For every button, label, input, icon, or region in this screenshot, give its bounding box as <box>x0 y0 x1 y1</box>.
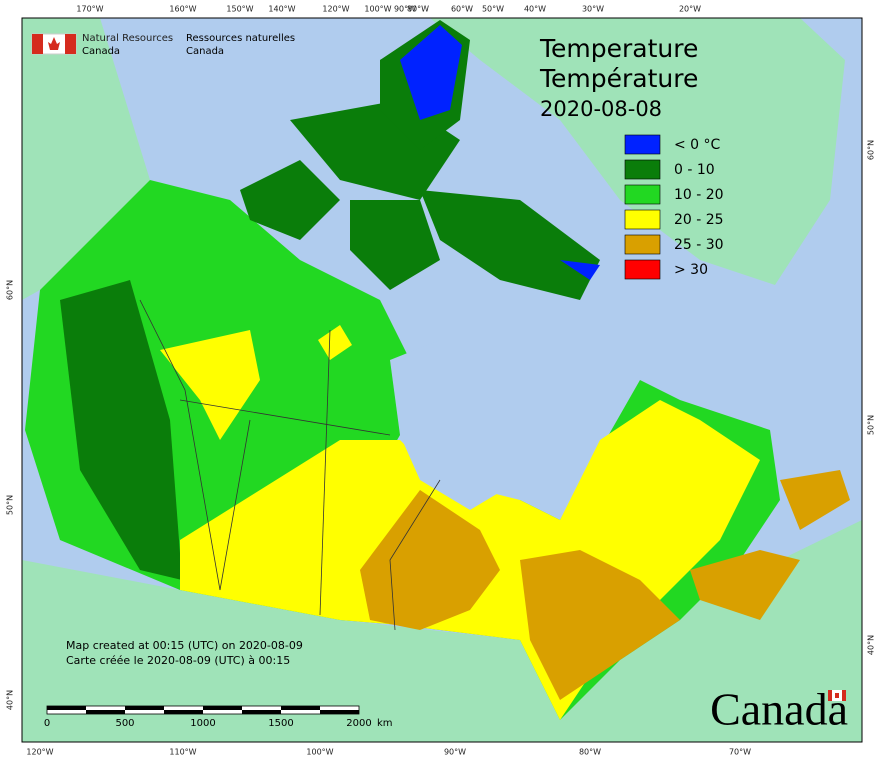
agency: Natural Resources <box>82 33 173 44</box>
agency: Canada <box>186 46 224 57</box>
footer: Carte créée le 2020-08-09 (UTC) à 00:15 <box>66 654 290 667</box>
legend-label: > 30 <box>674 262 708 278</box>
footer: Map created at 00:15 (UTC) on 2020-08-09 <box>66 639 303 652</box>
latitude-label: 40°N <box>6 690 15 710</box>
zone-25-30-newfoundland <box>780 470 850 530</box>
longitude-label: 50°W <box>482 5 504 14</box>
legend-label: 0 - 10 <box>674 162 715 178</box>
scale-bar-segment <box>281 706 320 710</box>
legend-swatch <box>624 184 661 205</box>
scale-bar: 0 500 1000 1500 2000 km <box>44 705 393 729</box>
title: Température <box>539 64 698 93</box>
scale-bar-segment <box>320 710 359 714</box>
baffin-island <box>420 190 600 300</box>
usa-land <box>22 520 862 742</box>
legend-swatch <box>624 159 661 180</box>
scale-bar-segment <box>242 710 281 714</box>
latitude-label: 50°N <box>867 415 876 435</box>
flag-bar <box>828 690 832 701</box>
agency: Canada <box>82 46 120 57</box>
scale-bar-segment <box>125 706 164 710</box>
boundary <box>179 399 391 436</box>
boundary <box>139 299 221 591</box>
zone-25-30-east <box>520 550 680 700</box>
latitude-label: 40°N <box>867 635 876 655</box>
latitude-label: 50°N <box>6 495 15 515</box>
longitude-label: 20°W <box>679 5 701 14</box>
longitude-label: 140°W <box>268 5 295 14</box>
alaska-land <box>22 18 150 300</box>
maple-leaf <box>48 37 60 50</box>
scale-bar-segment <box>203 706 242 710</box>
flag-bar <box>65 34 76 54</box>
scale-bar-segment <box>86 710 125 714</box>
maple-leaf <box>835 693 839 698</box>
scale-label: 1000 <box>190 718 215 729</box>
longitude-label: 90°W <box>444 748 466 757</box>
legend-swatch <box>624 259 661 280</box>
map-border <box>21 17 863 743</box>
zone-20-25-lake <box>318 325 352 360</box>
latitude-label: 60°N <box>6 280 15 300</box>
zone-25-30-maritime <box>690 550 800 620</box>
longitude-label: 160°W <box>169 5 196 14</box>
legend-label: 20 - 25 <box>674 212 724 228</box>
longitude-label: 110°W <box>169 748 196 757</box>
ice-cap <box>400 25 462 120</box>
longitude-label: 60°W <box>451 5 473 14</box>
longitude-label: 120°W <box>322 5 349 14</box>
scale-bar-segment <box>164 710 203 714</box>
longitude-label: 170°W <box>76 5 103 14</box>
longitude-label: 100°W <box>364 5 391 14</box>
hudson-bay <box>390 340 540 510</box>
date: 2020-08-08 <box>540 97 662 121</box>
scale-label: 2000 <box>346 718 371 729</box>
boundaries <box>139 299 441 631</box>
scale-label: 0 <box>44 718 50 729</box>
longitude-label: 90°W <box>394 5 416 14</box>
flag-bar <box>32 34 43 54</box>
ice-cap <box>560 260 600 280</box>
graticule-labels: 170°W 160°W 150°W 140°W 120°W 100°W 90°W80°W 60… <box>6 5 876 757</box>
scale-bar-segment <box>47 706 86 710</box>
zone-25-30-prairie <box>360 490 500 630</box>
zone-20-25-north <box>160 330 260 440</box>
scale-label: 500 <box>115 718 134 729</box>
arctic-island <box>350 200 440 290</box>
longitude-label: 30°W <box>582 5 604 14</box>
legend-label: 25 - 30 <box>674 237 724 253</box>
title: Temperature <box>539 34 698 63</box>
boundary <box>389 479 441 631</box>
wordmark: Canada <box>710 684 848 735</box>
scale-label: 1500 <box>268 718 293 729</box>
longitude-label: 120°W <box>26 748 53 757</box>
agency: Ressources naturelles <box>186 33 295 44</box>
legend-swatch <box>624 134 661 155</box>
longitude-label: 100°W <box>306 748 333 757</box>
longitude-label: 70°W <box>729 748 751 757</box>
boundary <box>219 419 251 591</box>
arctic-island <box>240 160 340 240</box>
legend-swatch <box>624 234 661 255</box>
legend: < 0 °C 0 - 10 10 - 20 20 - 25 25 - 30 > 30 <box>624 134 724 280</box>
map-area <box>22 18 862 742</box>
legend-swatch <box>624 209 661 230</box>
boundary <box>319 329 331 616</box>
longitude-label: 40°W <box>524 5 546 14</box>
longitude-label: 150°W <box>226 5 253 14</box>
wordmark-flag <box>828 690 846 701</box>
longitude-label: 80°W <box>407 5 429 14</box>
flag <box>31 33 77 55</box>
legend-label: 10 - 20 <box>674 187 724 203</box>
scale-unit: km <box>377 718 393 729</box>
latitude-label: 60°N <box>867 140 876 160</box>
zone-0-10-west <box>60 280 182 580</box>
flag-bar <box>842 690 846 701</box>
longitude-label: 80°W <box>579 748 601 757</box>
legend-label: < 0 °C <box>674 137 721 153</box>
